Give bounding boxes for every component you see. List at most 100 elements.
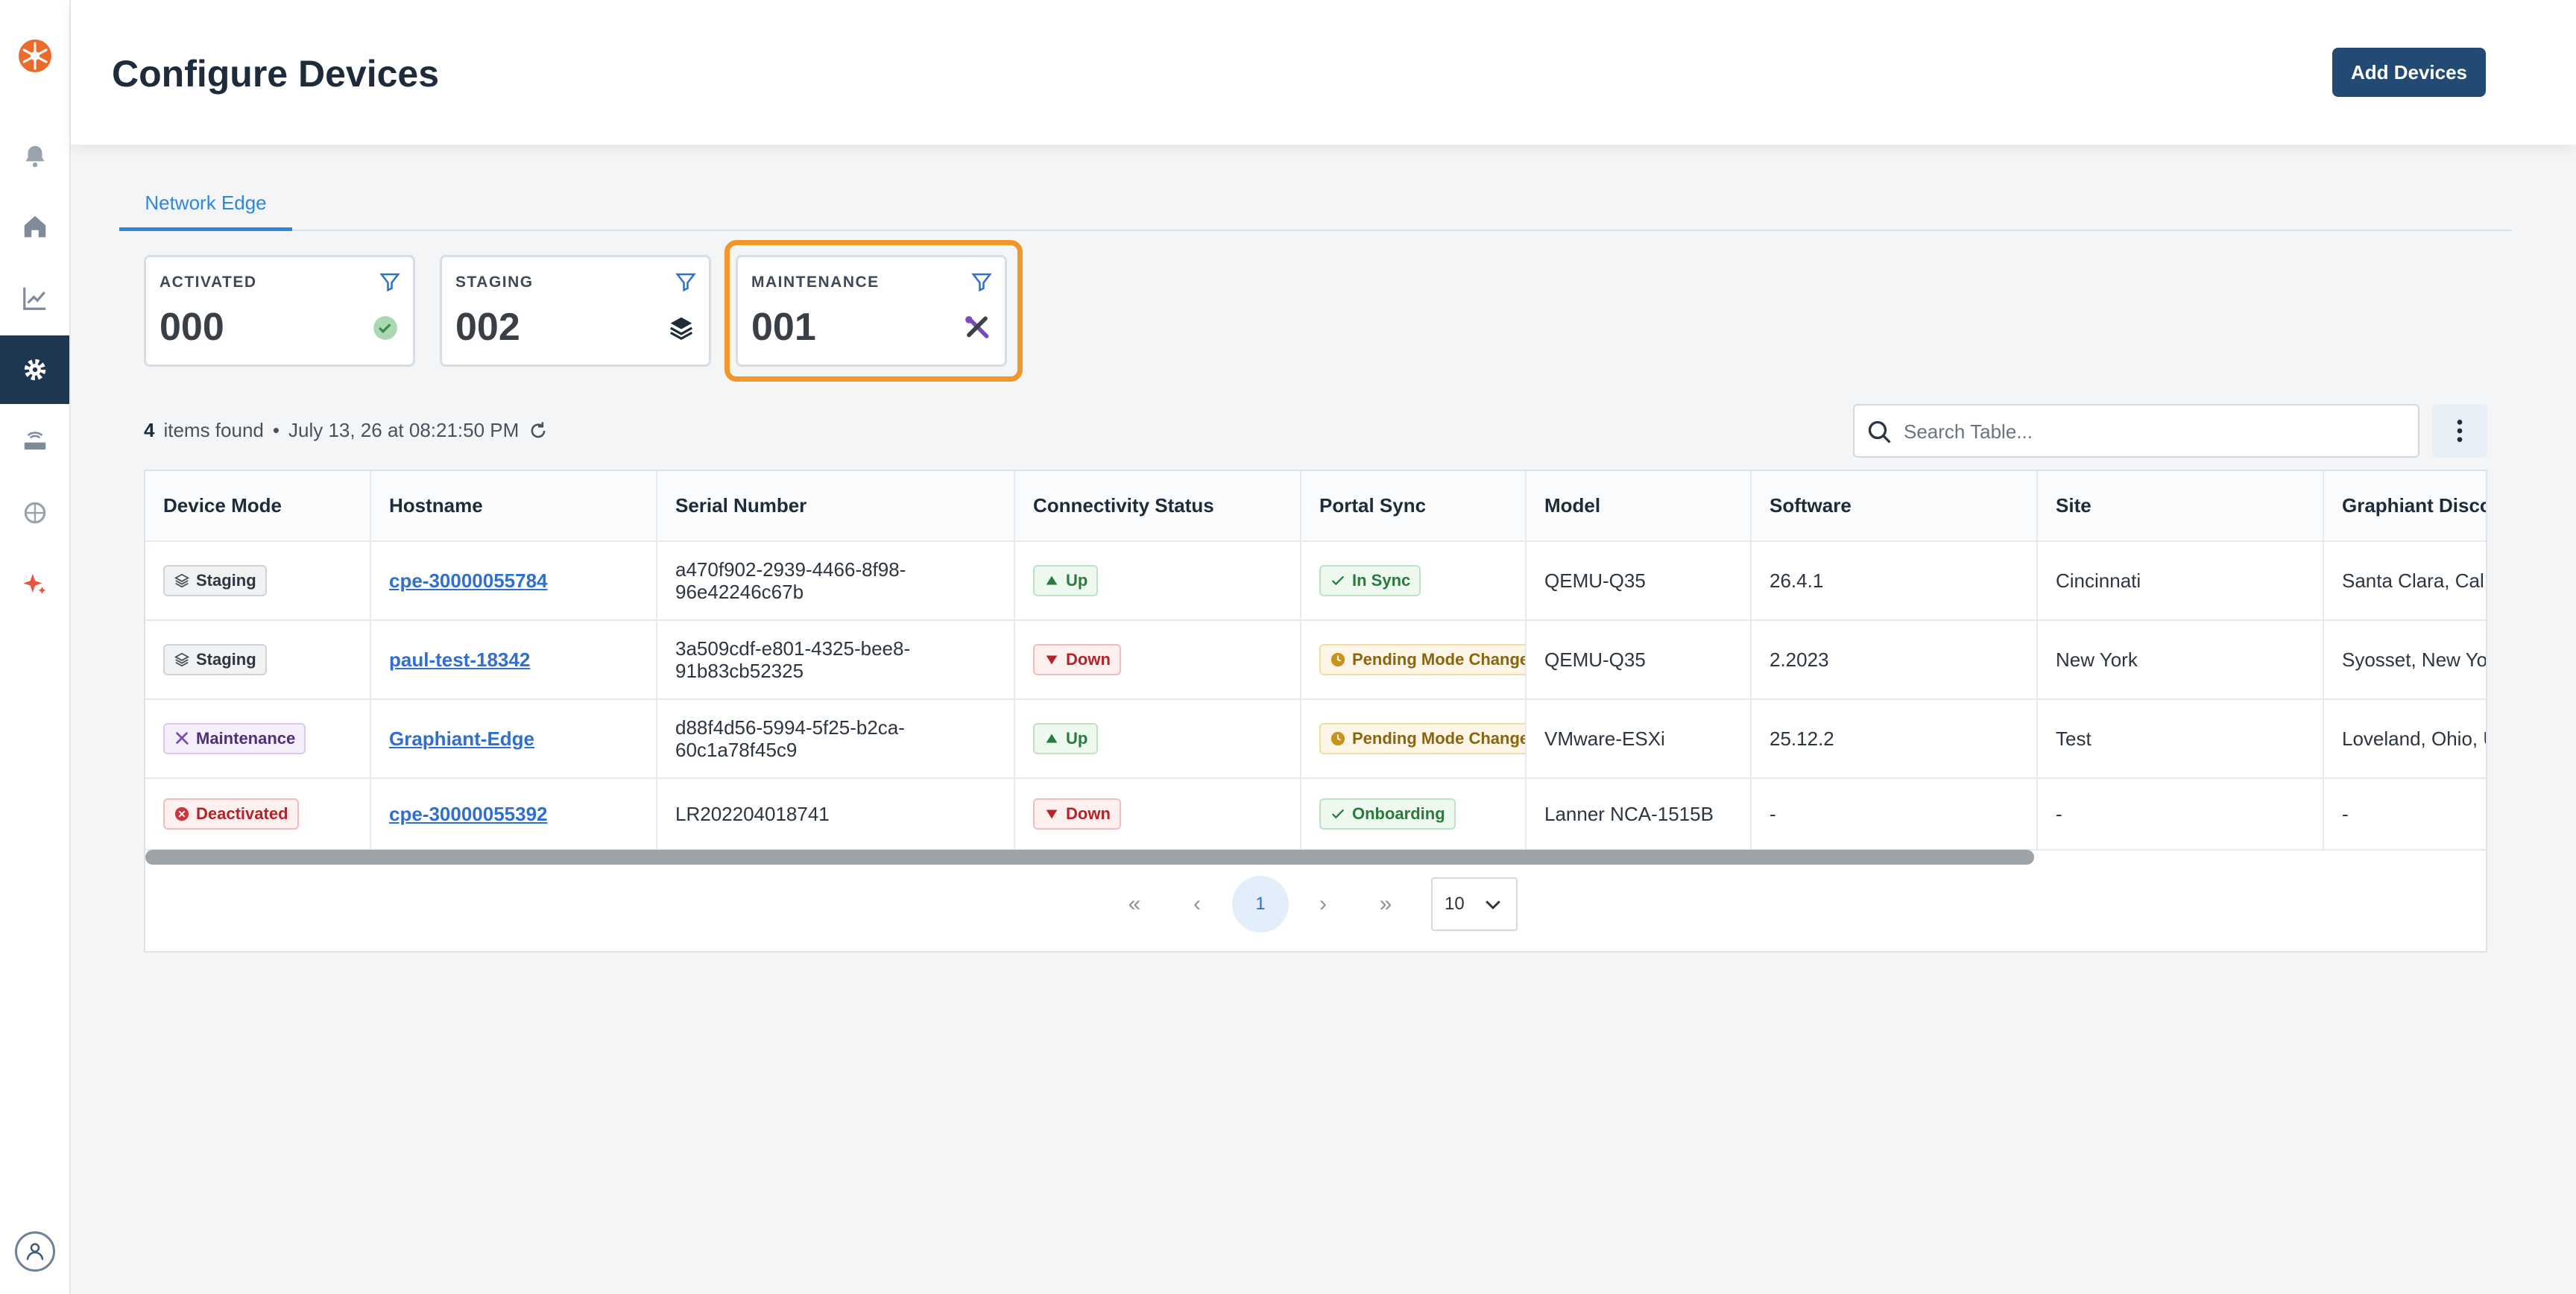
card-label: ACTIVATED xyxy=(160,274,257,291)
triangle-up-icon xyxy=(1046,575,1058,585)
model: QEMU-Q35 xyxy=(1526,541,1752,621)
column-header-graphiant-discovered[interactable]: Graphiant Disco xyxy=(2323,471,2486,542)
sidebar-item-notifications[interactable] xyxy=(0,122,69,191)
table-row[interactable]: Staging cpe-30000055784 a470f902-2939-44… xyxy=(145,541,2486,621)
stat-card-activated[interactable]: ACTIVATED 000 xyxy=(144,255,415,367)
card-value: 000 xyxy=(160,306,224,349)
brand-logo-icon[interactable] xyxy=(16,37,54,75)
model: VMware-ESXi xyxy=(1526,699,1752,779)
triangle-down-icon xyxy=(1046,655,1058,665)
search-input[interactable] xyxy=(1904,413,2411,450)
sidebar-item-devices[interactable] xyxy=(0,407,69,476)
hostname-link[interactable]: Graphiant-Edge xyxy=(389,727,535,750)
add-devices-button[interactable]: Add Devices xyxy=(2332,48,2486,97)
column-header-device-mode[interactable]: Device Mode xyxy=(145,471,371,542)
table-row[interactable]: Staging paul-test-18342 3a509cdf-e801-43… xyxy=(145,620,2486,700)
table-header-row: Device Mode Hostname Serial Number Conne… xyxy=(145,471,2486,542)
stat-card-staging[interactable]: STAGING 002 xyxy=(440,255,711,367)
current-page-button[interactable]: 1 xyxy=(1232,876,1289,932)
home-icon xyxy=(24,215,45,238)
layers-icon xyxy=(174,573,190,588)
column-header-hostname[interactable]: Hostname xyxy=(370,471,657,542)
user-avatar-icon[interactable] xyxy=(15,1231,55,1272)
portal-sync-badge: Pending Mode Change xyxy=(1319,723,1524,754)
portal-sync-badge: In Sync xyxy=(1319,565,1421,596)
horizontal-scrollbar[interactable] xyxy=(145,850,2034,865)
tab-network-edge[interactable]: Network Edge xyxy=(119,179,292,231)
clock-icon xyxy=(1330,652,1345,667)
check-icon xyxy=(1331,809,1345,819)
site: - xyxy=(2037,778,2324,850)
last-page-icon[interactable]: » xyxy=(1379,891,1392,916)
hostname-link[interactable]: cpe-30000055392 xyxy=(389,802,548,825)
chart-line-icon xyxy=(22,287,45,310)
table-row[interactable]: Deactivated cpe-30000055392 LR2022040187… xyxy=(145,778,2486,850)
page-size-select[interactable]: 10 xyxy=(1431,877,1518,931)
device-mode-badge: Staging xyxy=(163,565,267,596)
device-mode-badge: Deactivated xyxy=(163,798,299,830)
sidebar-item-analytics[interactable] xyxy=(0,264,69,332)
serial-number: LR202204018741 xyxy=(657,778,1015,850)
close-circle-icon xyxy=(174,807,189,821)
page-title: Configure Devices xyxy=(112,53,440,95)
column-header-site[interactable]: Site xyxy=(2037,471,2324,542)
table-row[interactable]: Maintenance Graphiant-Edge d88f4d56-5994… xyxy=(145,699,2486,779)
sidebar-item-settings[interactable] xyxy=(0,335,69,404)
filter-icon[interactable] xyxy=(379,271,401,293)
sidebar-item-ai[interactable] xyxy=(0,550,69,619)
serial-number: a470f902-2939-4466-8f98-96e42246c67b xyxy=(657,541,1015,621)
items-count: 4 xyxy=(144,419,155,441)
site: Cincinnati xyxy=(2037,541,2324,621)
device-mode-badge: Maintenance xyxy=(163,723,306,754)
serial-number: d88f4d56-5994-5f25-b2ca-60c1a78f45c9 xyxy=(657,699,1015,779)
site: New York xyxy=(2037,620,2324,700)
column-header-software[interactable]: Software xyxy=(1751,471,2038,542)
model: QEMU-Q35 xyxy=(1526,620,1752,700)
column-header-connectivity-status[interactable]: Connectivity Status xyxy=(1014,471,1301,542)
model: Lanner NCA-1515B xyxy=(1526,778,1752,850)
previous-page-icon[interactable]: ‹ xyxy=(1193,891,1201,916)
column-header-portal-sync[interactable]: Portal Sync xyxy=(1301,471,1527,542)
tools-icon xyxy=(965,316,989,338)
software: 25.12.2 xyxy=(1751,699,2038,779)
next-page-icon[interactable]: › xyxy=(1319,891,1327,916)
graphiant-discovered: - xyxy=(2323,778,2486,850)
page-header: Configure Devices Add Devices xyxy=(71,0,2576,145)
card-label: MAINTENANCE xyxy=(751,274,880,291)
graphiant-discovered: Loveland, Ohio, U xyxy=(2323,699,2486,779)
connectivity-badge: Up xyxy=(1033,565,1099,596)
hostname-link[interactable]: paul-test-18342 xyxy=(389,648,531,671)
first-page-icon[interactable]: « xyxy=(1128,891,1141,916)
layers-icon xyxy=(669,317,693,341)
column-header-serial-number[interactable]: Serial Number xyxy=(657,471,1015,542)
filter-icon[interactable] xyxy=(970,271,993,293)
triangle-up-icon xyxy=(1046,733,1058,743)
kebab-menu-icon xyxy=(2457,420,2463,442)
check-circle-icon xyxy=(373,316,397,340)
last-updated-timestamp: July 13, 26 at 08:21:50 PM xyxy=(288,419,520,441)
sidebar-item-network[interactable] xyxy=(0,479,69,547)
column-header-model[interactable]: Model xyxy=(1526,471,1752,542)
info-separator: • xyxy=(272,419,280,441)
serial-number: 3a509cdf-e801-4325-bee8-91b83cb52325 xyxy=(657,620,1015,700)
refresh-icon[interactable] xyxy=(528,420,549,441)
filter-icon[interactable] xyxy=(675,271,697,293)
sidebar xyxy=(0,0,71,1294)
pagination: « ‹ 1 › » 10 xyxy=(145,876,2486,937)
devices-table: Device Mode Hostname Serial Number Conne… xyxy=(144,470,2487,953)
card-value: 002 xyxy=(455,306,520,349)
bell-icon xyxy=(25,145,45,168)
more-options-button[interactable] xyxy=(2432,404,2487,458)
page-size-value: 10 xyxy=(1445,894,1465,914)
triangle-down-icon xyxy=(1046,809,1058,819)
check-icon xyxy=(1331,575,1345,586)
sidebar-item-home[interactable] xyxy=(0,192,69,261)
software: - xyxy=(1751,778,2038,850)
stat-card-maintenance[interactable]: MAINTENANCE 001 xyxy=(736,255,1007,367)
search-icon xyxy=(1868,420,1891,444)
tools-icon xyxy=(176,732,189,745)
router-icon xyxy=(24,432,45,450)
card-label: STAGING xyxy=(455,274,534,291)
hostname-link[interactable]: cpe-30000055784 xyxy=(389,569,548,592)
sparkle-icon xyxy=(22,573,45,594)
